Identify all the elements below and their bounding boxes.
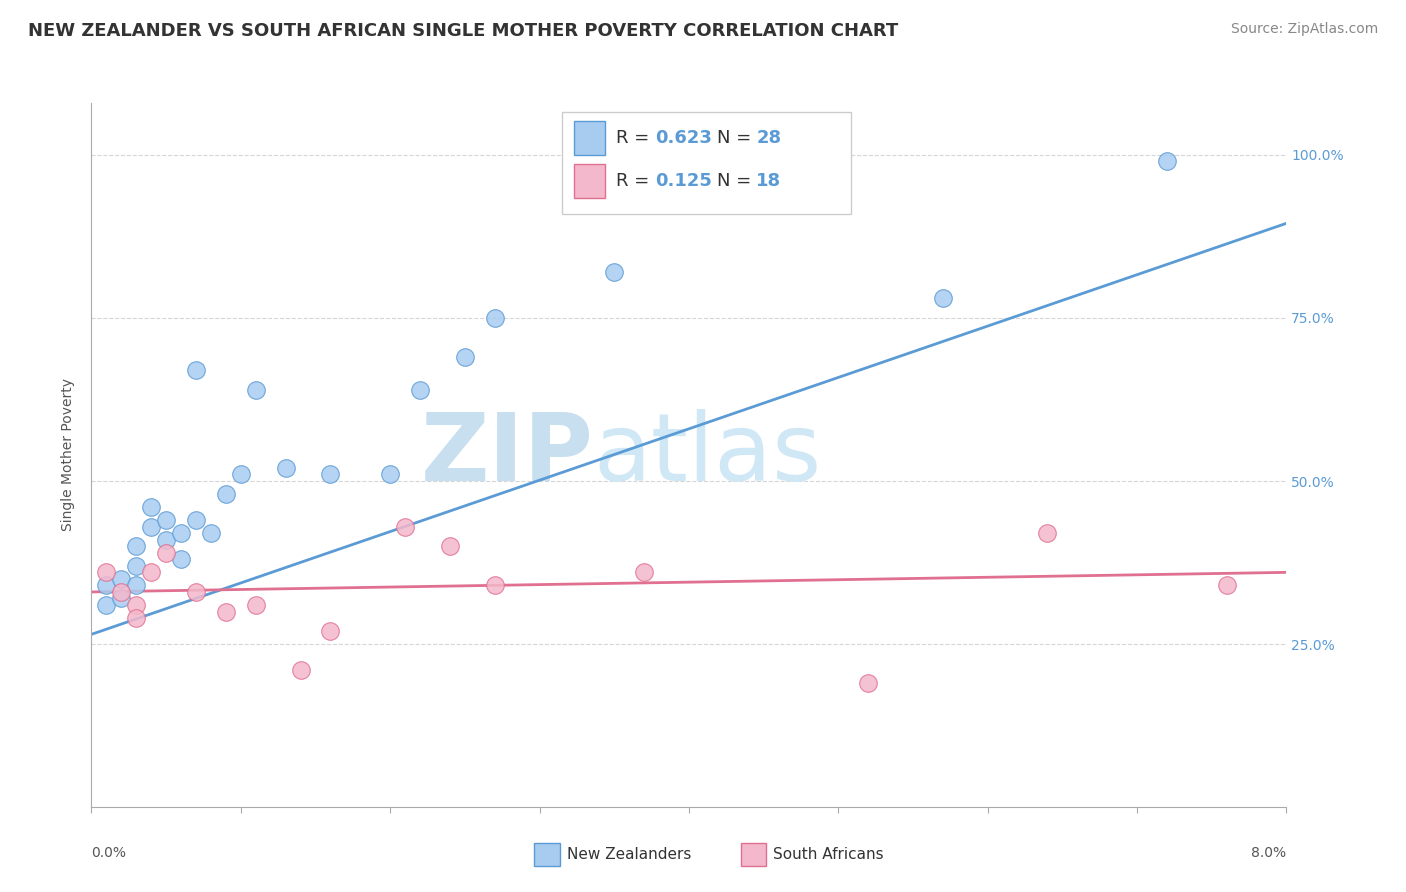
Point — [155, 533, 177, 547]
Point — [141, 519, 162, 533]
Point — [110, 585, 132, 599]
Text: 0.0%: 0.0% — [91, 846, 127, 860]
Point — [141, 566, 162, 580]
Point — [96, 598, 118, 612]
Point — [215, 487, 238, 501]
Point — [274, 461, 297, 475]
Point — [1215, 578, 1237, 592]
Point — [603, 265, 626, 279]
Point — [96, 578, 118, 592]
Point — [96, 566, 118, 580]
Point — [319, 624, 342, 639]
Point — [110, 591, 132, 606]
Point — [141, 500, 162, 515]
Point — [1156, 154, 1178, 169]
Text: N =: N = — [717, 172, 756, 190]
Point — [125, 578, 148, 592]
Text: 0.125: 0.125 — [655, 172, 711, 190]
Text: N =: N = — [717, 129, 756, 147]
Point — [125, 598, 148, 612]
Text: R =: R = — [616, 172, 655, 190]
Text: R =: R = — [616, 129, 655, 147]
Text: 8.0%: 8.0% — [1251, 846, 1286, 860]
Point — [155, 546, 177, 560]
Text: Source: ZipAtlas.com: Source: ZipAtlas.com — [1230, 22, 1378, 37]
Text: 18: 18 — [756, 172, 782, 190]
Point — [319, 467, 342, 482]
Point — [439, 539, 461, 553]
Text: atlas: atlas — [593, 409, 821, 501]
Point — [155, 513, 177, 527]
Point — [110, 572, 132, 586]
Point — [184, 585, 207, 599]
Point — [215, 605, 238, 619]
Text: New Zealanders: New Zealanders — [567, 847, 690, 862]
Point — [1036, 526, 1059, 541]
Point — [245, 598, 267, 612]
Point — [170, 552, 193, 566]
Point — [454, 350, 477, 364]
Point — [229, 467, 252, 482]
Text: South Africans: South Africans — [773, 847, 884, 862]
Point — [125, 611, 148, 625]
Point — [170, 526, 193, 541]
Text: ZIP: ZIP — [420, 409, 593, 501]
Text: 0.623: 0.623 — [655, 129, 711, 147]
Point — [409, 383, 432, 397]
Point — [125, 558, 148, 573]
Point — [184, 363, 207, 377]
Y-axis label: Single Mother Poverty: Single Mother Poverty — [62, 378, 76, 532]
Point — [200, 526, 222, 541]
Point — [484, 578, 506, 592]
Point — [290, 663, 312, 677]
Point — [633, 566, 655, 580]
Point — [394, 519, 416, 533]
Point — [856, 676, 880, 690]
Text: 28: 28 — [756, 129, 782, 147]
Point — [245, 383, 267, 397]
Point — [125, 539, 148, 553]
Point — [184, 513, 207, 527]
Point — [378, 467, 402, 482]
Point — [484, 310, 506, 325]
Text: NEW ZEALANDER VS SOUTH AFRICAN SINGLE MOTHER POVERTY CORRELATION CHART: NEW ZEALANDER VS SOUTH AFRICAN SINGLE MO… — [28, 22, 898, 40]
Point — [932, 291, 955, 305]
